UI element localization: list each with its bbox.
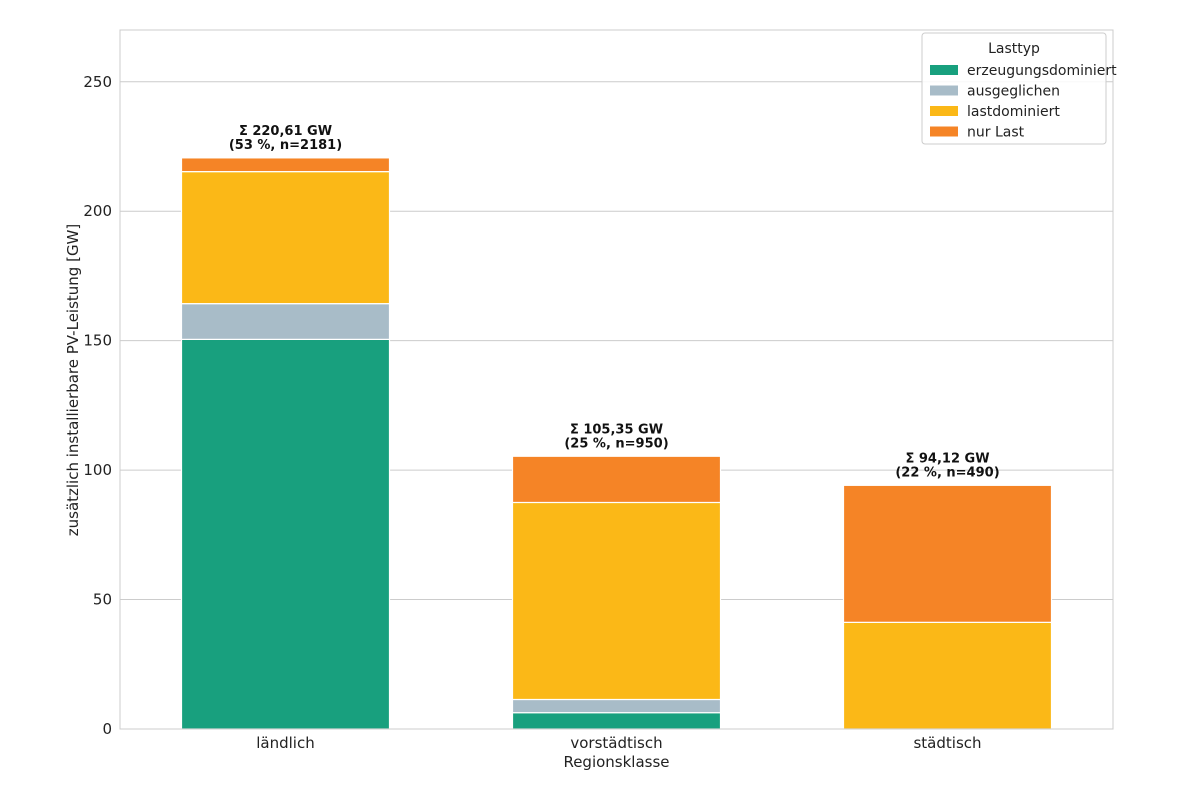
bar-segment	[180, 338, 391, 730]
legend-swatch	[930, 106, 958, 116]
legend-swatch	[930, 126, 958, 137]
bar-segment	[511, 501, 722, 701]
total-annotation-sum: Σ 220,61 GW	[239, 124, 332, 139]
y-axis-label: zusätzlich installierbare PV-Leistung [G…	[64, 224, 82, 537]
bar-segment	[180, 303, 391, 340]
total-annotation-detail: (53 %, n=2181)	[229, 138, 342, 153]
legend-label: lastdominiert	[967, 104, 1060, 120]
bar-segment	[842, 621, 1053, 730]
y-tick-label: 150	[83, 332, 112, 350]
total-annotation-detail: (22 %, n=490)	[895, 465, 999, 480]
legend-entries: erzeugungsdominiert ausgeglichen lastdomin…	[930, 63, 1117, 141]
y-tick-labels: 0 50 100 150 200 250	[83, 73, 112, 738]
total-annotations: Σ 220,61 GW(53 %, n=2181) Σ 105,35 GW(25 …	[229, 124, 1000, 480]
x-tick-labels: ländlich vorstädtisch städtisch	[256, 734, 981, 752]
x-tick-label: ländlich	[256, 734, 314, 752]
y-tick-label: 100	[83, 461, 112, 479]
legend-label: erzeugungsdominiert	[967, 63, 1117, 79]
y-tick-label: 0	[102, 720, 112, 738]
legend: Lasttyp erzeugungsdominiert ausgeglichen l…	[921, 32, 1117, 145]
x-tick-label: städtisch	[913, 734, 981, 752]
bar-segment	[511, 712, 722, 730]
bar-segment	[511, 455, 722, 504]
legend-title: Lasttyp	[988, 41, 1040, 57]
bar-segment	[180, 171, 391, 305]
legend-swatch	[930, 65, 958, 75]
x-tick-label: vorstädtisch	[570, 734, 662, 752]
bar-segment	[511, 698, 722, 714]
legend-label: ausgeglichen	[967, 84, 1060, 100]
total-annotation-detail: (25 %, n=950)	[564, 436, 668, 451]
bar-segment	[180, 157, 391, 173]
legend-swatch	[930, 85, 958, 96]
total-annotation-sum: Σ 105,35 GW	[570, 422, 663, 437]
y-tick-label: 200	[83, 202, 112, 220]
x-axis-label: Regionsklasse	[563, 753, 669, 771]
bar-segment	[842, 484, 1053, 623]
bars	[180, 157, 1053, 730]
legend-label: nur Last	[967, 125, 1025, 141]
y-tick-label: 250	[83, 73, 112, 91]
plot-area-frame	[119, 29, 1114, 730]
y-tick-label: 50	[93, 591, 112, 609]
legend-frame	[921, 32, 1107, 145]
total-annotation-sum: Σ 94,12 GW	[905, 451, 989, 466]
